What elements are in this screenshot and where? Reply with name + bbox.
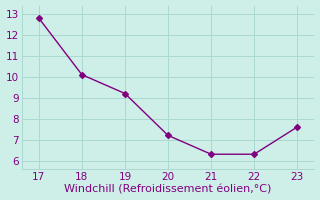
X-axis label: Windchill (Refroidissement éolien,°C): Windchill (Refroidissement éolien,°C) — [64, 184, 272, 194]
